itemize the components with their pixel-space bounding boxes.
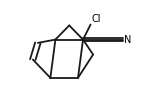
Text: N: N [124,35,131,45]
Text: Cl: Cl [92,14,101,24]
